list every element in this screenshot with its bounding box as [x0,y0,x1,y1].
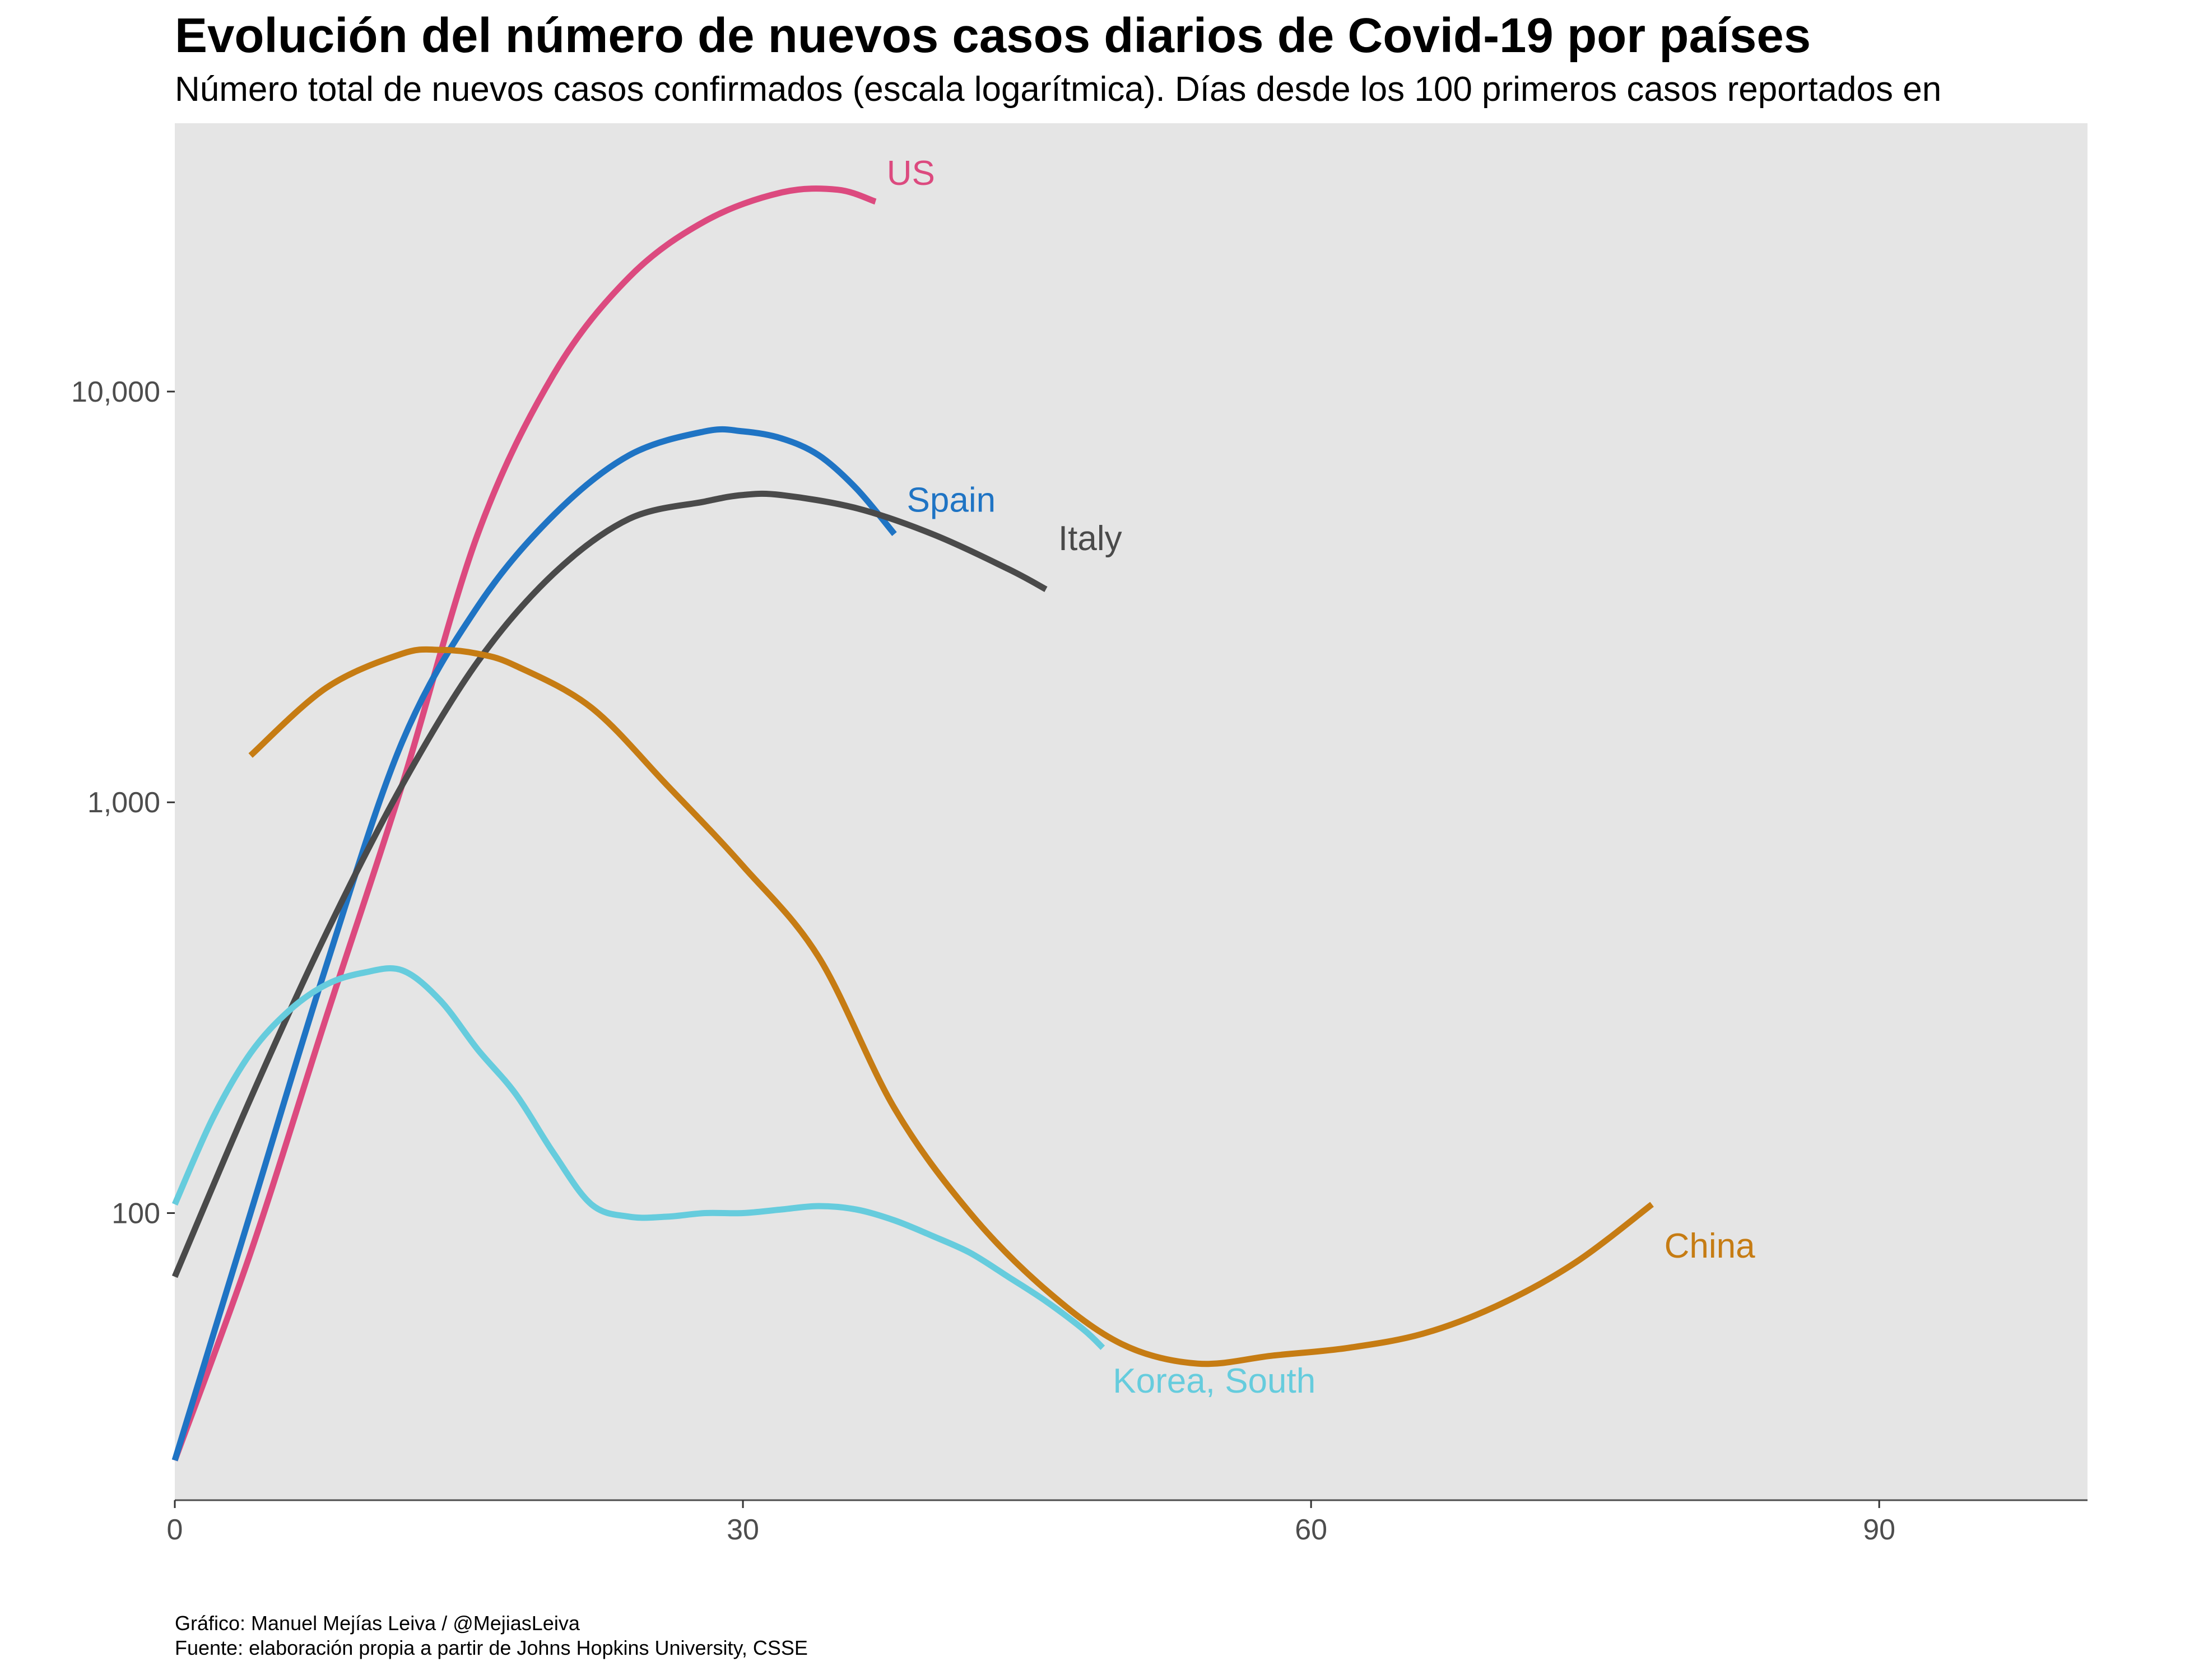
x-tick-label: 0 [167,1514,183,1546]
y-tick-label: 10,000 [71,376,160,408]
label-layer: US Spain Italy China Korea, South [887,154,1755,1400]
x-tick-label: 90 [1863,1514,1895,1546]
series-layer [171,185,1654,1462]
series-label-us: US [887,154,935,193]
y-tick-label: 1,000 [87,787,160,819]
series-line-italy [171,490,1048,1278]
y-tick-label: 100 [111,1197,160,1230]
series-line-china [248,646,1654,1367]
series-label-spain: Spain [907,481,996,519]
plot-panel [175,123,2088,1500]
chart-title: Evolución del número de nuevos casos dia… [175,8,1811,63]
series-label-korea-south: Korea, South [1113,1362,1315,1400]
axis-layer: 0 30 60 90 100 1,000 10,000 [71,376,2088,1546]
series-line-us [171,185,877,1462]
caption: Gráfico: Manuel Mejías Leiva / @MejiasLe… [175,1611,808,1660]
series-label-italy: Italy [1058,519,1122,558]
chart-subtitle: Número total de nuevos casos confirmados… [175,70,1942,109]
series-label-china: China [1665,1227,1756,1265]
series-line-spain [171,426,897,1462]
series-line-korea-south [171,965,1105,1350]
x-tick-label: 30 [727,1514,759,1546]
caption-credit: Gráfico: Manuel Mejías Leiva / @MejiasLe… [175,1612,580,1635]
x-tick-label: 60 [1295,1514,1327,1546]
caption-source: Fuente: elaboración propia a partir de J… [175,1636,808,1659]
